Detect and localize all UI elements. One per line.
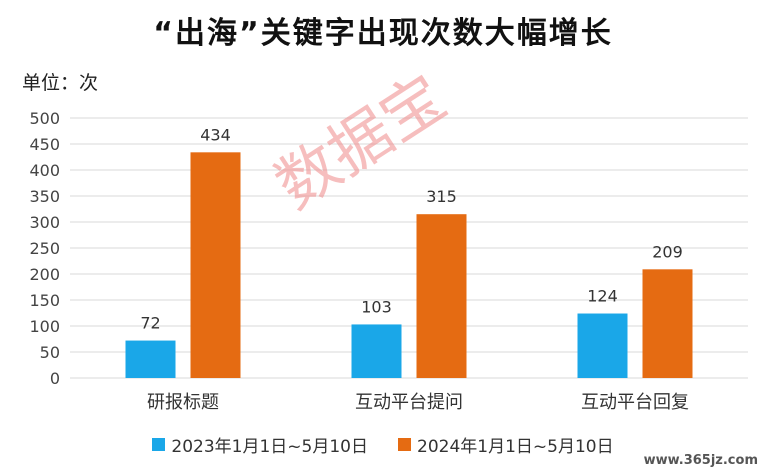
- data-label: 434: [200, 125, 231, 144]
- legend-label-2023: 2023年1月1日~5月10日: [171, 437, 368, 457]
- y-tick-label: 150: [29, 291, 60, 310]
- data-label: 315: [426, 187, 457, 206]
- bar: [416, 214, 467, 378]
- y-tick-label: 350: [29, 187, 60, 206]
- bar: [190, 152, 241, 378]
- site-watermark: www.365jz.com: [643, 453, 758, 468]
- y-tick-label: 200: [29, 265, 60, 284]
- data-label: 124: [587, 287, 618, 306]
- legend-swatch-2023: [152, 438, 166, 451]
- data-label: 72: [140, 314, 160, 333]
- y-tick-label: 50: [40, 343, 60, 362]
- legend-swatch-2024: [398, 438, 411, 451]
- x-category-label: 互动平台回复: [581, 392, 689, 413]
- legend-label-2024: 2024年1月1日~5月10日: [417, 437, 614, 457]
- y-tick-label: 0: [50, 369, 60, 388]
- y-tick-label: 450: [29, 135, 60, 154]
- chart-title: “出海”关键字出现次数大幅增长: [153, 16, 613, 51]
- data-label: 103: [361, 297, 392, 316]
- bar: [351, 324, 402, 378]
- legend: 2023年1月1日~5月10日 2024年1月1日~5月10日: [0, 432, 766, 457]
- y-tick-label: 400: [29, 161, 60, 180]
- y-tick-label: 500: [29, 109, 60, 128]
- legend-item-2024: 2024年1月1日~5月10日: [398, 432, 614, 457]
- y-tick-label: 100: [29, 317, 60, 336]
- bar: [642, 269, 693, 378]
- x-category-label: 互动平台提问: [355, 392, 463, 413]
- bar: [125, 340, 176, 378]
- unit-label: 单位：次: [22, 72, 99, 94]
- y-tick-label: 250: [29, 239, 60, 258]
- bar: [577, 313, 628, 378]
- y-tick-label: 300: [29, 213, 60, 232]
- x-category-label: 研报标题: [147, 392, 219, 413]
- legend-item-2023: 2023年1月1日~5月10日: [152, 432, 368, 457]
- data-label: 209: [652, 242, 683, 261]
